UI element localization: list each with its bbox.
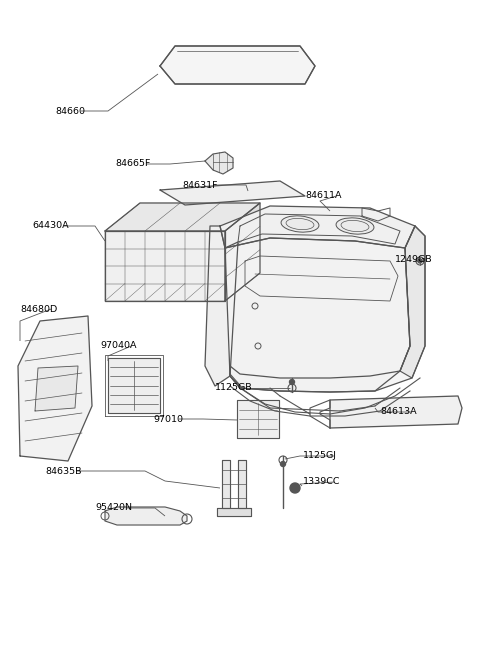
Polygon shape [225,238,410,392]
Polygon shape [238,460,246,508]
Text: 84660: 84660 [55,106,85,115]
Text: 1125GJ: 1125GJ [303,451,337,461]
Text: 95420N: 95420N [95,504,132,512]
Text: 97010: 97010 [153,415,183,424]
Text: 1125GB: 1125GB [215,384,252,392]
Polygon shape [222,460,230,508]
Text: 84680D: 84680D [20,304,57,314]
Polygon shape [230,226,425,392]
Text: 84665F: 84665F [115,159,150,169]
Circle shape [418,259,422,263]
Text: 1339CC: 1339CC [303,478,340,487]
Ellipse shape [281,216,319,232]
Text: 84611A: 84611A [305,192,341,201]
Polygon shape [237,400,279,438]
Ellipse shape [336,218,374,234]
Polygon shape [105,507,187,525]
Circle shape [289,380,295,384]
Polygon shape [330,396,462,428]
Polygon shape [105,203,260,231]
Text: 84613A: 84613A [380,407,417,417]
Text: 97040A: 97040A [100,342,136,350]
Text: 64430A: 64430A [32,222,69,230]
Polygon shape [205,226,238,386]
Circle shape [290,483,300,493]
Polygon shape [105,231,225,301]
Text: 1249GB: 1249GB [395,255,432,264]
Polygon shape [225,203,260,301]
Polygon shape [400,226,425,378]
Polygon shape [217,508,251,516]
Text: 84631F: 84631F [182,180,217,190]
Polygon shape [160,46,315,84]
Circle shape [280,462,286,466]
Text: 84635B: 84635B [45,466,82,476]
Polygon shape [18,316,92,461]
Polygon shape [108,358,160,413]
Polygon shape [205,152,233,174]
Polygon shape [160,181,305,205]
Polygon shape [220,206,415,248]
Polygon shape [35,366,78,411]
